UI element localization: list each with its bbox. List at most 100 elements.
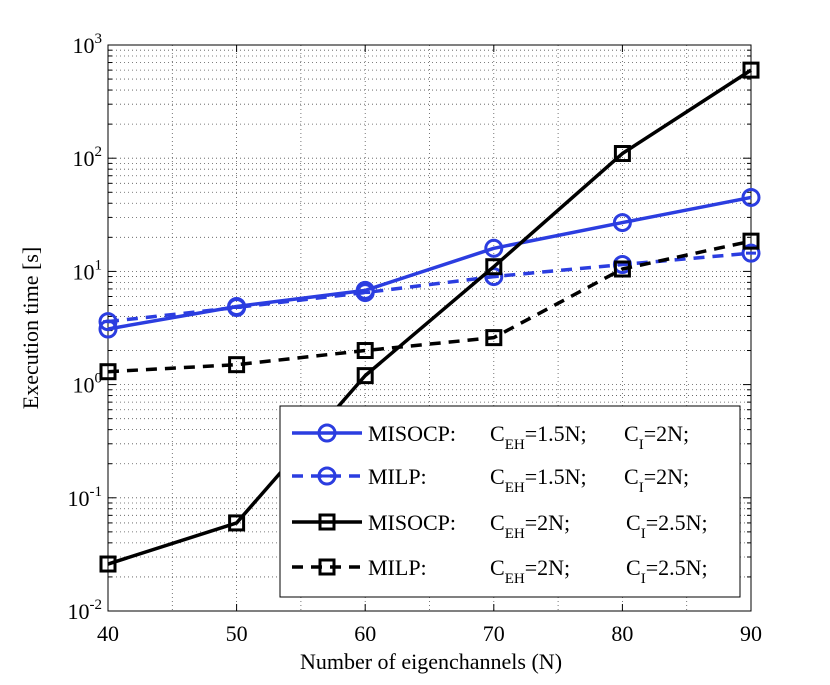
legend-c-i: C bbox=[626, 510, 641, 535]
legend-capacity: CEH=2N; bbox=[490, 510, 570, 542]
y-tick-label: 10-1 bbox=[68, 484, 103, 511]
y-tick-base: 10 bbox=[73, 146, 95, 171]
legend-eh-val: =1.5N; bbox=[525, 421, 587, 446]
data-point bbox=[485, 258, 503, 276]
data-point bbox=[99, 363, 117, 381]
y-tick-exponent: 0 bbox=[95, 371, 103, 387]
data-point bbox=[228, 356, 246, 374]
data-point bbox=[227, 297, 247, 317]
x-tick-label: 70 bbox=[483, 621, 505, 646]
x-tick-label: 50 bbox=[226, 621, 248, 646]
legend-entry-2: MILP: CEH=1.5N; CI=2N; bbox=[292, 464, 689, 496]
legend-eh-val: =2N; bbox=[525, 555, 570, 580]
legend-capacity: CEH=1.5N; bbox=[490, 421, 587, 453]
legend-c-eh: C bbox=[490, 421, 505, 446]
legend-capacity-i: CI=2.5N; bbox=[626, 510, 708, 542]
y-tick-label: 10-2 bbox=[68, 597, 103, 624]
legend-capacity: CEH=1.5N; bbox=[490, 464, 587, 496]
x-axis-title: Number of eigenchannels (N) bbox=[300, 649, 562, 674]
y-tick-base: 10 bbox=[73, 259, 95, 284]
legend-method: MISOCP: bbox=[368, 421, 456, 446]
legend-c-eh: C bbox=[490, 555, 505, 580]
y-tick-base: 10 bbox=[68, 599, 90, 624]
data-point bbox=[613, 260, 631, 278]
legend-capacity-i: CI=2N; bbox=[624, 464, 689, 496]
legend-eh-val: =2N; bbox=[525, 510, 570, 535]
data-point bbox=[613, 145, 631, 163]
legend-i-val: =2.5N; bbox=[646, 555, 708, 580]
x-tick-label: 90 bbox=[740, 621, 762, 646]
data-point bbox=[355, 283, 375, 303]
series-line bbox=[107, 251, 752, 324]
legend-eh-sub: EH bbox=[505, 480, 525, 496]
legend-i-val: =2N; bbox=[644, 421, 689, 446]
legend-i-sub: I bbox=[641, 526, 646, 542]
legend-entry-3: MISOCP: CEH=2N; CI=2.5N; bbox=[292, 510, 708, 542]
legend-marker bbox=[317, 466, 337, 486]
y-tick-exponent: -2 bbox=[90, 597, 103, 613]
legend-entry-1: MISOCP: CEH=1.5N; CI=2N; bbox=[292, 421, 689, 453]
legend-label: MISOCP: bbox=[368, 510, 456, 535]
x-tick-label: 60 bbox=[354, 621, 376, 646]
y-tick-exponent: 1 bbox=[95, 257, 103, 273]
data-point bbox=[484, 238, 504, 258]
legend-label: MILP: bbox=[368, 555, 427, 580]
series-line bbox=[107, 195, 752, 331]
legend-label: MISOCP: bbox=[368, 421, 456, 446]
y-tick-label: 100 bbox=[73, 371, 103, 398]
legend-method: MISOCP: bbox=[368, 510, 456, 535]
y-tick-label: 101 bbox=[73, 257, 103, 284]
data-point bbox=[228, 514, 246, 532]
x-tick-label: 80 bbox=[611, 621, 633, 646]
legend-marker bbox=[317, 423, 337, 443]
legend-label: MILP: bbox=[368, 464, 427, 489]
legend: MISOCP: CEH=1.5N; CI=2N;MILP: CEH=1.5N; CI… bbox=[279, 405, 741, 598]
data-point bbox=[356, 367, 374, 385]
legend-c-i: C bbox=[624, 421, 639, 446]
x-tick-label: 40 bbox=[97, 621, 119, 646]
series-line bbox=[107, 239, 752, 374]
data-point bbox=[741, 187, 761, 207]
legend-c-i: C bbox=[624, 464, 639, 489]
series-4 bbox=[99, 232, 760, 381]
y-tick-base: 10 bbox=[73, 373, 95, 398]
y-tick-exponent: -1 bbox=[90, 484, 103, 500]
data-point bbox=[742, 232, 760, 250]
legend-marker bbox=[318, 558, 336, 576]
legend-eh-sub: EH bbox=[505, 526, 525, 542]
legend-capacity-i: CI=2N; bbox=[624, 421, 689, 453]
legend-i-val: =2.5N; bbox=[646, 510, 708, 535]
legend-capacity-i: CI=2.5N; bbox=[626, 555, 708, 587]
legend-marker bbox=[318, 513, 336, 531]
series-1 bbox=[98, 187, 761, 339]
series-line bbox=[107, 68, 752, 566]
axis-ticks bbox=[107, 44, 752, 612]
legend-i-sub: I bbox=[641, 571, 646, 587]
data-point bbox=[485, 329, 503, 347]
series-3 bbox=[99, 61, 760, 573]
data-point bbox=[98, 312, 118, 332]
y-tick-exponent: 3 bbox=[95, 31, 103, 47]
data-point bbox=[612, 213, 632, 233]
legend-c-eh: C bbox=[490, 510, 505, 535]
legend-i-sub: I bbox=[639, 480, 644, 496]
legend-entry-4: MILP: CEH=2N; CI=2.5N; bbox=[292, 555, 708, 587]
y-tick-base: 10 bbox=[68, 486, 90, 511]
legend-i-sub: I bbox=[639, 437, 644, 453]
legend-capacity: CEH=2N; bbox=[490, 555, 570, 587]
data-point bbox=[99, 555, 117, 573]
legend-eh-sub: EH bbox=[505, 571, 525, 587]
legend-eh-sub: EH bbox=[505, 437, 525, 453]
y-tick-exponent: 2 bbox=[95, 144, 103, 160]
legend-i-val: =2N; bbox=[644, 464, 689, 489]
series-group bbox=[98, 61, 761, 573]
y-tick-label: 103 bbox=[73, 31, 103, 58]
legend-box bbox=[279, 405, 741, 598]
y-tick-base: 10 bbox=[73, 33, 95, 58]
legend-method: MILP: bbox=[368, 464, 427, 489]
data-point bbox=[356, 342, 374, 360]
data-point bbox=[741, 243, 761, 263]
data-point bbox=[742, 61, 760, 79]
